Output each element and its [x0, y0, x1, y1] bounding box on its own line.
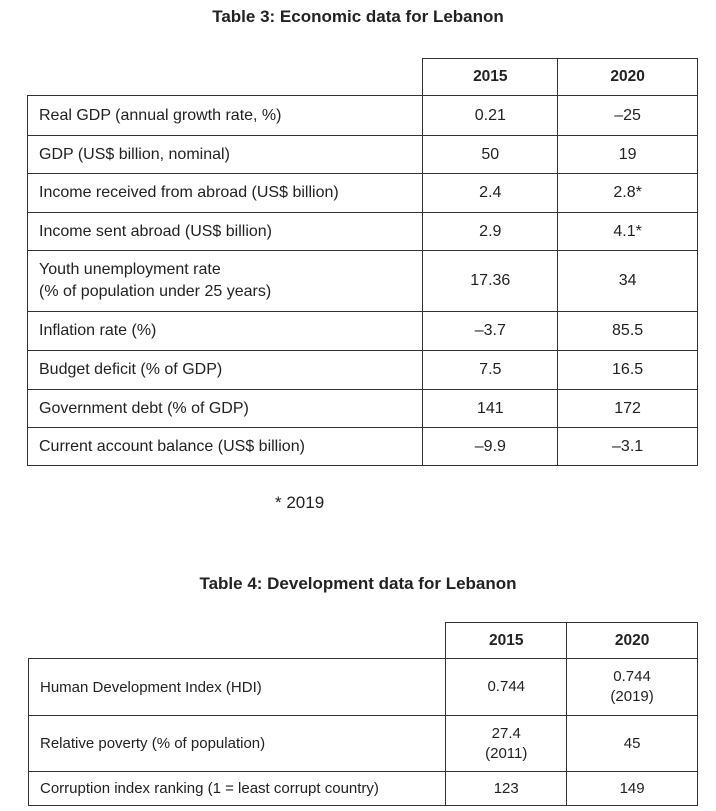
header-row: 2015 2020	[28, 622, 698, 659]
value-2015: 2.4	[422, 173, 559, 213]
column-header-2020: 2020	[557, 58, 698, 96]
value-2015: 50	[422, 135, 559, 174]
value-2020: 45	[566, 715, 698, 772]
value-2015: 0.744	[445, 658, 568, 716]
value-2015: –9.9	[422, 427, 559, 466]
value-2015: 7.5	[422, 350, 559, 390]
row-label: Real GDP (annual growth rate, %)	[26, 95, 424, 136]
development-data-table: 2015 2020 Human Development Index (HDI) …	[27, 622, 698, 806]
value-2020: 34	[557, 250, 698, 312]
value-2020-note: (2019)	[610, 688, 654, 705]
row-label: Income received from abroad (US$ billion…	[26, 173, 424, 213]
value-2020: 0.744 (2019)	[566, 658, 698, 716]
value-2020-main: 0.744	[613, 668, 651, 685]
table-row: Youth unemployment rate (% of population…	[26, 250, 698, 312]
footnote: * 2019	[275, 493, 325, 512]
table-row: Inflation rate (%) –3.7 85.5	[26, 311, 698, 351]
value-2020: 85.5	[557, 311, 698, 351]
table-row: Income sent abroad (US$ billion) 2.9 4.1…	[26, 212, 698, 251]
value-2020: –3.1	[557, 427, 698, 466]
value-2015: 2.9	[422, 212, 559, 251]
table-row: Human Development Index (HDI) 0.744 0.74…	[27, 658, 698, 716]
row-label: Inflation rate (%)	[26, 311, 424, 351]
row-label: Budget deficit (% of GDP)	[26, 350, 424, 390]
value-2020: –25	[557, 95, 698, 136]
value-2020: 19	[557, 135, 698, 174]
table-row: GDP (US$ billion, nominal) 50 19	[26, 135, 698, 174]
value-2020: 172	[557, 389, 698, 428]
row-label-line1: Youth unemployment rate	[39, 261, 221, 278]
value-2020: 149	[566, 771, 698, 806]
value-2015: 141	[422, 389, 559, 428]
value-2020: 2.8*	[557, 173, 698, 213]
table-row: Government debt (% of GDP) 141 172	[26, 389, 698, 428]
value-2015-main: 27.4	[491, 724, 521, 742]
value-2015: 17.36	[422, 250, 559, 312]
row-label: GDP (US$ billion, nominal)	[26, 135, 424, 174]
value-2020: 16.5	[557, 350, 698, 390]
row-label: Youth unemployment rate (% of population…	[26, 250, 424, 312]
row-label: Relative poverty (% of population)	[27, 715, 447, 772]
row-label-line2: (% of population under 25 years)	[39, 283, 272, 300]
value-2015: 123	[445, 771, 568, 806]
row-label: Corruption index ranking (1 = least corr…	[27, 771, 447, 806]
table-row: Budget deficit (% of GDP) 7.5 16.5	[26, 350, 698, 390]
value-2015-note: (2011)	[485, 744, 528, 762]
header-row: 2015 2020	[27, 58, 698, 96]
table4-title: Table 4: Development data for Lebanon	[199, 574, 517, 593]
table-row: Current account balance (US$ billion) –9…	[26, 427, 698, 466]
value-2015: 27.4 (2011)	[445, 715, 568, 772]
value-2020: 4.1*	[557, 212, 698, 251]
column-header-2015: 2015	[422, 58, 559, 96]
table3-title: Table 3: Economic data for Lebanon	[212, 7, 504, 26]
row-label: Current account balance (US$ billion)	[26, 427, 424, 466]
value-2015: 0.21	[422, 95, 559, 136]
column-header-2020: 2020	[566, 622, 698, 659]
row-label: Income sent abroad (US$ billion)	[26, 212, 424, 251]
economic-data-table: 2015 2020 Real GDP (annual growth rate, …	[26, 58, 698, 466]
table-row: Relative poverty (% of population) 27.4 …	[27, 715, 698, 772]
row-label: Human Development Index (HDI)	[27, 658, 447, 716]
table-row: Corruption index ranking (1 = least corr…	[27, 771, 698, 806]
table-row: Real GDP (annual growth rate, %) 0.21 –2…	[26, 95, 698, 136]
table-row: Income received from abroad (US$ billion…	[26, 173, 698, 213]
row-label: Government debt (% of GDP)	[26, 389, 424, 428]
value-2015: –3.7	[422, 311, 559, 351]
column-header-2015: 2015	[445, 622, 568, 659]
